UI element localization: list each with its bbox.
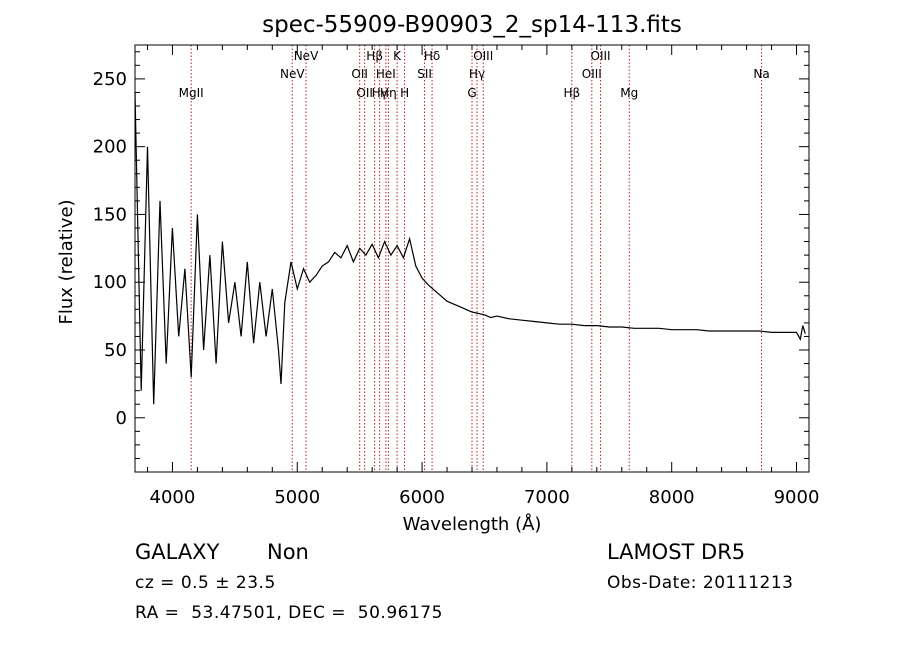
marker-label-14: Hγ [469,67,485,81]
marker-label-4: OII [356,86,373,100]
y-tick-label-0: 0 [116,408,127,429]
ra-dec-coordinates: RA = 53.47501, DEC = 50.96175 [135,603,443,623]
y-axis: 0 50 100 150 200 250 [93,51,809,459]
marker-label-3: OII [351,67,368,81]
survey-name: LAMOST DR5 [607,540,746,564]
marker-label-0: MgII [179,86,204,100]
marker-label-19: Mg [620,86,638,100]
marker-label-5: Hβ [366,49,383,63]
marker-label-11: SII [417,67,432,81]
marker-label-1: NeV [280,67,305,81]
marker-label-16: Hβ [564,86,581,100]
emission-line-markers: MgIINeVNeVOIIOIIHβHγHeIHηKHSIIHδGHγOIIIH… [179,45,770,472]
x-axis: 4000 5000 6000 7000 8000 9000 [146,45,820,508]
y-tick-label-100: 100 [93,272,127,293]
marker-label-13: G [467,86,476,100]
observation-date: Obs-Date: 20111213 [607,573,794,593]
y-tick-label-250: 250 [93,69,127,90]
marker-label-10: H [400,86,409,100]
spectrum-series [134,92,806,405]
spectrum-line [134,92,806,405]
x-tick-label-8000: 8000 [649,487,695,508]
marker-label-6: Hγ [372,86,388,100]
y-tick-label-150: 150 [93,204,127,225]
marker-label-20: Na [753,67,769,81]
marker-label-7: HeI [376,67,396,81]
x-tick-label-4000: 4000 [150,487,196,508]
marker-label-2: NeV [294,49,319,63]
y-tick-label-50: 50 [104,340,127,361]
marker-label-18: OIII [591,49,611,63]
x-tick-label-7000: 7000 [524,487,570,508]
x-tick-label-5000: 5000 [274,487,320,508]
marker-label-15: OIII [473,49,493,63]
x-axis-label: Wavelength (Å) [403,513,542,535]
object-class: GALAXY [135,540,220,564]
chart-title: spec-55909-B90903_2_sp14-113.fits [262,12,682,38]
marker-label-9: K [393,49,402,63]
marker-label-17: OIII [582,67,602,81]
marker-label-8: Hη [380,86,397,100]
x-tick-label-6000: 6000 [399,487,445,508]
marker-label-12: Hδ [424,49,440,63]
redshift-cz: cz = 0.5 ± 23.5 [135,573,276,593]
y-axis-label: Flux (relative) [56,199,77,324]
y-tick-label-200: 200 [93,137,127,158]
object-subclass: Non [267,540,309,564]
x-tick-label-9000: 9000 [774,487,820,508]
